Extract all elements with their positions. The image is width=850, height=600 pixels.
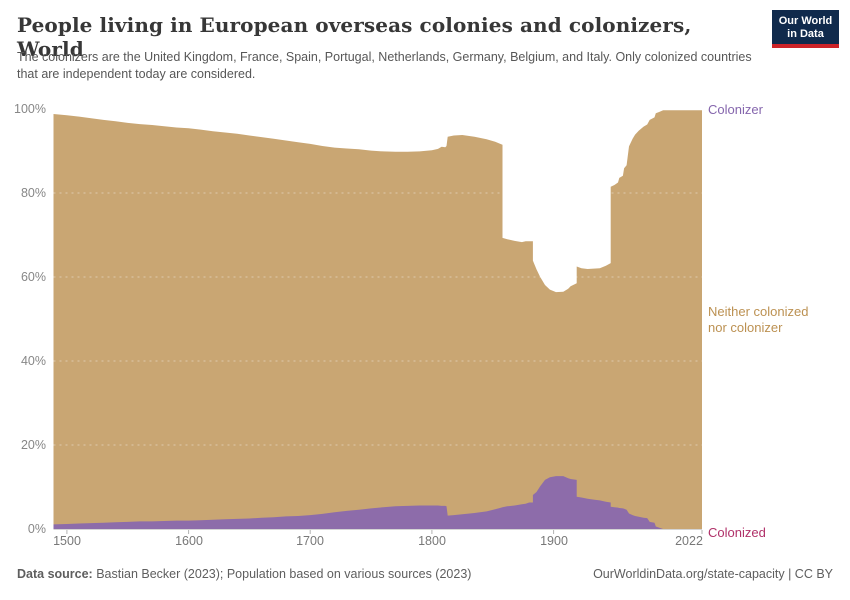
x-axis-label-2022: 2022 (675, 534, 703, 548)
y-axis-label-40: 40% (20, 354, 46, 368)
owid-logo[interactable]: Our World in Data (772, 10, 839, 48)
y-axis-label-20: 20% (20, 438, 46, 452)
data-source-label: Data source: (17, 567, 93, 581)
y-axis-label-80: 80% (20, 186, 46, 200)
series-label-colonized: Colonized (708, 525, 766, 540)
logo-line1: Our World (778, 15, 833, 27)
x-axis-label-1900: 1900 (540, 534, 568, 548)
area-colonizer (53, 476, 702, 529)
area-neither-colonized-nor-colonizer (53, 110, 702, 530)
series-label-neither-line1: Neither colonized (708, 304, 809, 319)
owid-credit-link[interactable]: OurWorldinData.org/state-capacity | CC B… (593, 567, 833, 581)
chart-subtitle: The colonizers are the United Kingdom, F… (17, 50, 752, 81)
page-title: People living in European overseas colon… (17, 13, 692, 61)
data-source-text: Bastian Becker (2023); Population based … (92, 567, 472, 581)
x-axis-label-1500: 1500 (53, 534, 81, 548)
series-label-neither: Neither colonized nor colonizer (708, 304, 808, 336)
series-label-colonizer: Colonizer (708, 102, 763, 117)
chart-footer: Data source: Bastian Becker (2023); Popu… (17, 567, 833, 581)
logo-line2: in Data (787, 28, 824, 40)
data-source: Data source: Bastian Becker (2023); Popu… (17, 567, 471, 581)
x-axis-label-1800: 1800 (418, 534, 446, 548)
series-label-neither-line2: nor colonizer (708, 320, 783, 335)
x-axis-label-1700: 1700 (296, 534, 324, 548)
y-axis-label-60: 60% (20, 270, 46, 284)
x-axis-label-1600: 1600 (175, 534, 203, 548)
y-axis-label-100: 100% (14, 102, 46, 116)
y-axis-label-0: 0% (27, 522, 46, 536)
